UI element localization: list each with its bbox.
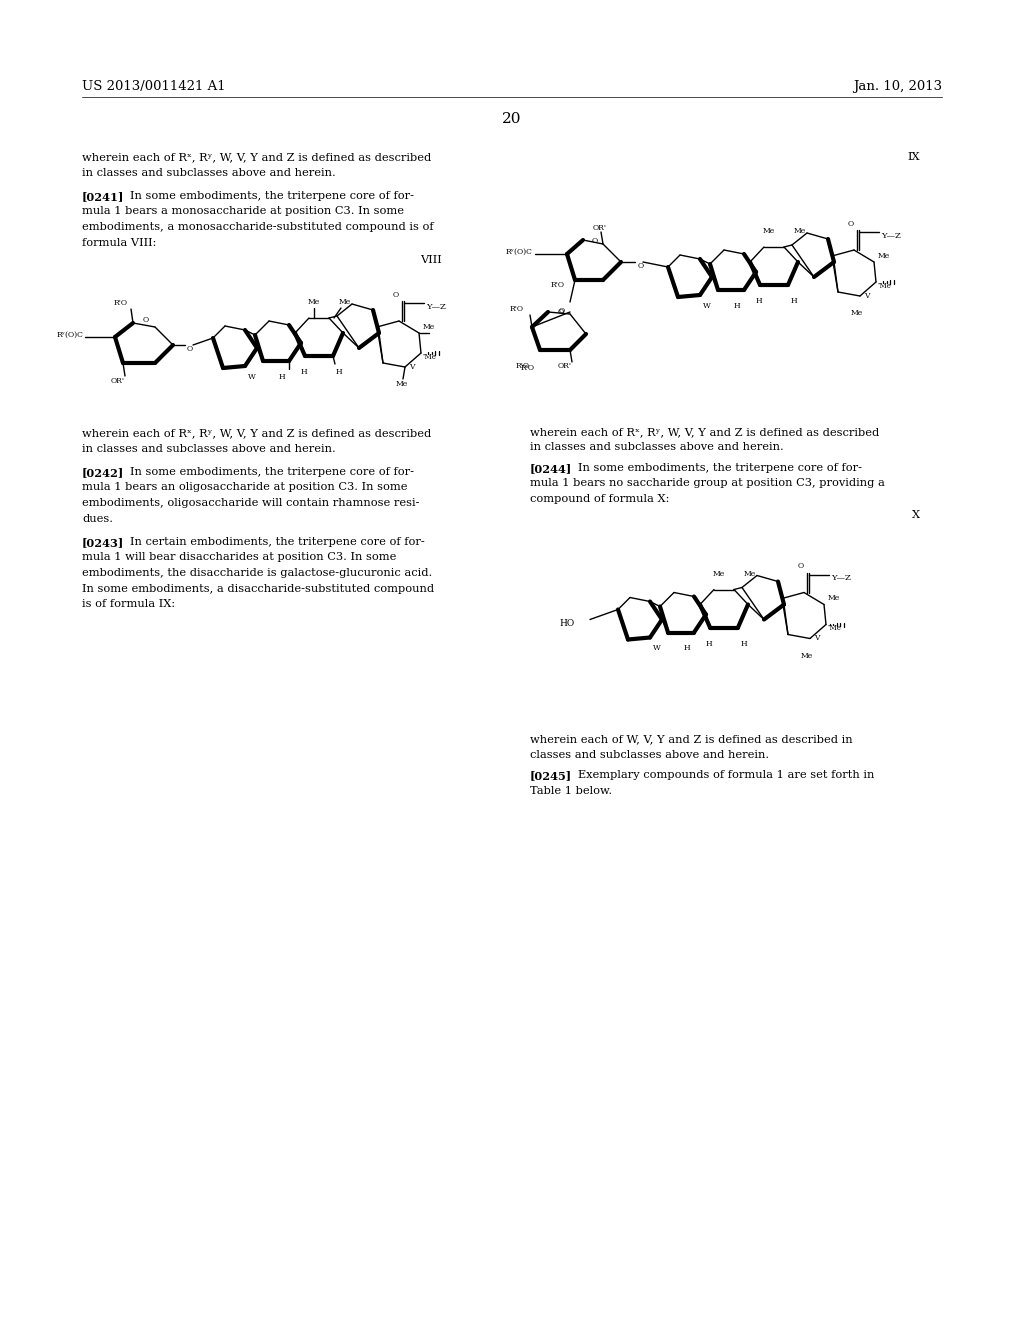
Text: V: V — [814, 635, 819, 643]
Text: wherein each of Rˣ, Rʸ, W, V, Y and Z is defined as described: wherein each of Rˣ, Rʸ, W, V, Y and Z is… — [82, 152, 431, 162]
Text: Y—Z: Y—Z — [831, 574, 851, 582]
Text: O: O — [798, 562, 804, 570]
Text: US 2013/0011421 A1: US 2013/0011421 A1 — [82, 81, 225, 92]
Text: [0241]: [0241] — [82, 191, 124, 202]
Text: H: H — [791, 297, 798, 305]
Text: mula 1 bears no saccharide group at position C3, providing a: mula 1 bears no saccharide group at posi… — [530, 479, 885, 488]
Text: R'O: R'O — [551, 281, 565, 289]
Text: In some embodiments, a disaccharide-substituted compound: In some embodiments, a disaccharide-subs… — [82, 583, 434, 594]
Text: H: H — [756, 297, 762, 305]
Text: OR': OR' — [558, 362, 572, 370]
Text: 20: 20 — [502, 112, 522, 125]
Text: O: O — [187, 345, 194, 352]
Text: compound of formula X:: compound of formula X: — [530, 494, 670, 504]
Text: OR': OR' — [593, 224, 607, 232]
Text: W: W — [703, 302, 711, 310]
Text: embodiments, oligosaccharide will contain rhamnose resi-: embodiments, oligosaccharide will contai… — [82, 498, 420, 508]
Text: W: W — [248, 374, 256, 381]
Text: dues.: dues. — [82, 513, 113, 524]
Text: embodiments, a monosaccharide-substituted compound is of: embodiments, a monosaccharide-substitute… — [82, 222, 433, 232]
Text: Jan. 10, 2013: Jan. 10, 2013 — [853, 81, 942, 92]
Text: O: O — [558, 308, 564, 315]
Text: Rʸ(O)C: Rʸ(O)C — [56, 331, 83, 339]
Text: H: H — [684, 644, 690, 652]
Text: Rʸ(O)C: Rʸ(O)C — [505, 248, 532, 256]
Text: classes and subclasses above and herein.: classes and subclasses above and herein. — [530, 750, 769, 760]
Text: Me: Me — [851, 309, 863, 317]
Text: Me: Me — [308, 298, 321, 306]
Text: X: X — [912, 510, 920, 520]
Text: mula 1 bears an oligosaccharide at position C3. In some: mula 1 bears an oligosaccharide at posit… — [82, 483, 408, 492]
Text: wherein each of Rˣ, Rʸ, W, V, Y and Z is defined as described: wherein each of Rˣ, Rʸ, W, V, Y and Z is… — [82, 428, 431, 438]
Text: O: O — [559, 308, 565, 315]
Text: ″Me: ″Me — [878, 282, 892, 290]
Text: O: O — [143, 315, 150, 323]
Text: O: O — [393, 290, 399, 300]
Text: Me: Me — [744, 569, 757, 578]
Text: in classes and subclasses above and herein.: in classes and subclasses above and here… — [530, 442, 783, 453]
Text: H: H — [733, 302, 740, 310]
Text: in classes and subclasses above and herein.: in classes and subclasses above and here… — [82, 168, 336, 177]
Text: ″Me: ″Me — [423, 352, 437, 360]
Text: Me: Me — [828, 594, 841, 602]
Text: W: W — [653, 644, 660, 652]
Text: Exemplary compounds of formula 1 are set forth in: Exemplary compounds of formula 1 are set… — [578, 771, 874, 780]
Text: R'O: R'O — [521, 364, 535, 372]
Text: Y—Z: Y—Z — [881, 232, 901, 240]
Text: Me: Me — [794, 227, 806, 235]
Text: ″Me: ″Me — [828, 624, 842, 632]
Text: in classes and subclasses above and herein.: in classes and subclasses above and here… — [82, 444, 336, 454]
Text: H: H — [740, 639, 748, 648]
Text: R'O: R'O — [516, 362, 530, 370]
Text: [0242]: [0242] — [82, 467, 124, 478]
Text: O: O — [848, 220, 854, 228]
Text: Me: Me — [423, 323, 435, 331]
Text: [0244]: [0244] — [530, 463, 572, 474]
Text: Me: Me — [396, 380, 409, 388]
Text: formula VIII:: formula VIII: — [82, 238, 157, 248]
Text: [0243]: [0243] — [82, 537, 124, 548]
Text: Me: Me — [713, 569, 725, 578]
Text: Me: Me — [801, 652, 813, 660]
Text: IX: IX — [907, 152, 920, 162]
Text: H: H — [706, 639, 713, 648]
Text: In some embodiments, the triterpene core of for-: In some embodiments, the triterpene core… — [130, 191, 414, 201]
Text: In some embodiments, the triterpene core of for-: In some embodiments, the triterpene core… — [578, 463, 862, 473]
Text: embodiments, the disaccharide is galactose-glucuronic acid.: embodiments, the disaccharide is galacto… — [82, 568, 432, 578]
Text: mula 1 bears a monosaccharide at position C3. In some: mula 1 bears a monosaccharide at positio… — [82, 206, 404, 216]
Text: H: H — [336, 368, 342, 376]
Text: Me: Me — [763, 227, 775, 235]
Text: wherein each of W, V, Y and Z is defined as described in: wherein each of W, V, Y and Z is defined… — [530, 734, 853, 744]
Text: R'O: R'O — [510, 305, 524, 313]
Text: O: O — [638, 261, 644, 271]
Text: Y—Z: Y—Z — [426, 304, 445, 312]
Text: V: V — [409, 363, 415, 371]
Text: Me: Me — [878, 252, 890, 260]
Text: is of formula IX:: is of formula IX: — [82, 599, 175, 609]
Text: R'O: R'O — [114, 300, 128, 308]
Text: [0245]: [0245] — [530, 771, 572, 781]
Text: VIII: VIII — [420, 255, 441, 265]
Text: V: V — [864, 292, 869, 300]
Text: HO: HO — [560, 619, 575, 628]
Text: H: H — [279, 374, 286, 381]
Text: Table 1 below.: Table 1 below. — [530, 785, 612, 796]
Text: In some embodiments, the triterpene core of for-: In some embodiments, the triterpene core… — [130, 467, 414, 477]
Text: OR': OR' — [111, 378, 125, 385]
Text: H: H — [301, 368, 307, 376]
Text: O: O — [592, 238, 598, 246]
Text: Me: Me — [339, 298, 351, 306]
Text: mula 1 will bear disaccharides at position C3. In some: mula 1 will bear disaccharides at positi… — [82, 553, 396, 562]
Text: wherein each of Rˣ, Rʸ, W, V, Y and Z is defined as described: wherein each of Rˣ, Rʸ, W, V, Y and Z is… — [530, 426, 880, 437]
Text: In certain embodiments, the triterpene core of for-: In certain embodiments, the triterpene c… — [130, 537, 425, 546]
